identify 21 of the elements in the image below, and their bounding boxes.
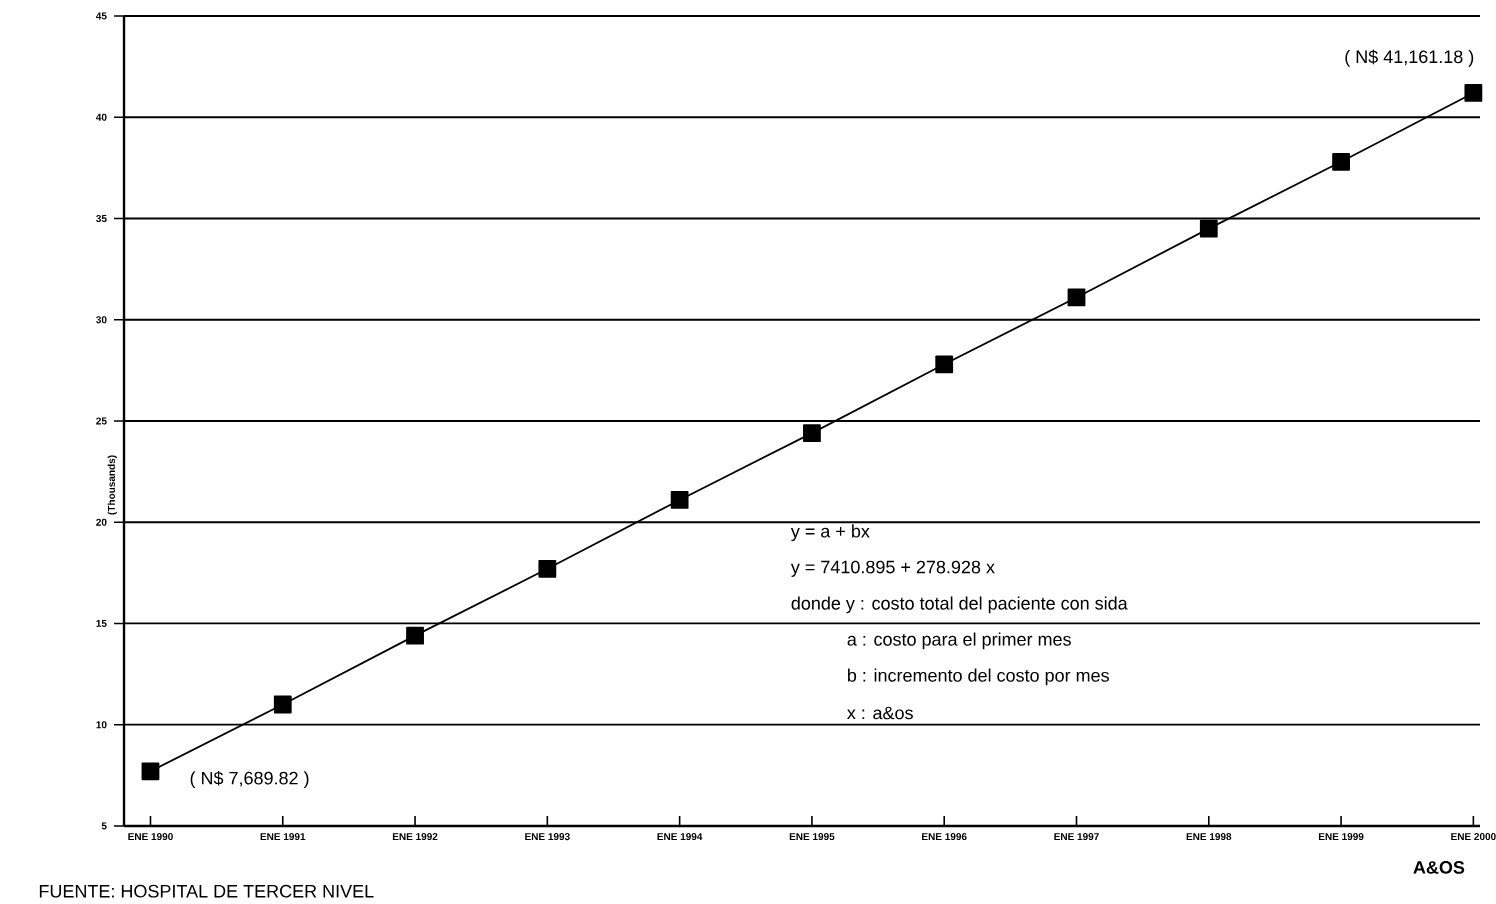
annotation: x : a&os: [847, 706, 913, 720]
annotation: y = a + bx: [790, 524, 870, 542]
point: [273, 695, 292, 714]
point: [406, 626, 424, 645]
point: [935, 355, 954, 374]
point: [670, 491, 689, 509]
point: [1067, 288, 1086, 307]
point: [141, 762, 160, 781]
annotation: y = 7410.895 + 278.928 x: [790, 560, 995, 577]
point: [538, 559, 557, 578]
annotation: donde y : costo total del paciente con sida: [791, 596, 1128, 614]
source-note: FUENTE: HOSPITAL DE TERCER NIVEL: [39, 884, 374, 898]
point: [1199, 219, 1218, 238]
annotation: ( N$ 41,161.18 ): [1345, 49, 1474, 67]
point: [803, 424, 821, 443]
annotation: a : costo para el primer mes: [847, 632, 1071, 650]
annotation: b : incremento del costo por mes: [848, 668, 1109, 686]
x-axis-title: A&OS: [1413, 861, 1465, 874]
annotation: ( N$ 7,689.82 ): [190, 770, 309, 789]
point: [1332, 152, 1350, 171]
point: [1464, 84, 1483, 102]
